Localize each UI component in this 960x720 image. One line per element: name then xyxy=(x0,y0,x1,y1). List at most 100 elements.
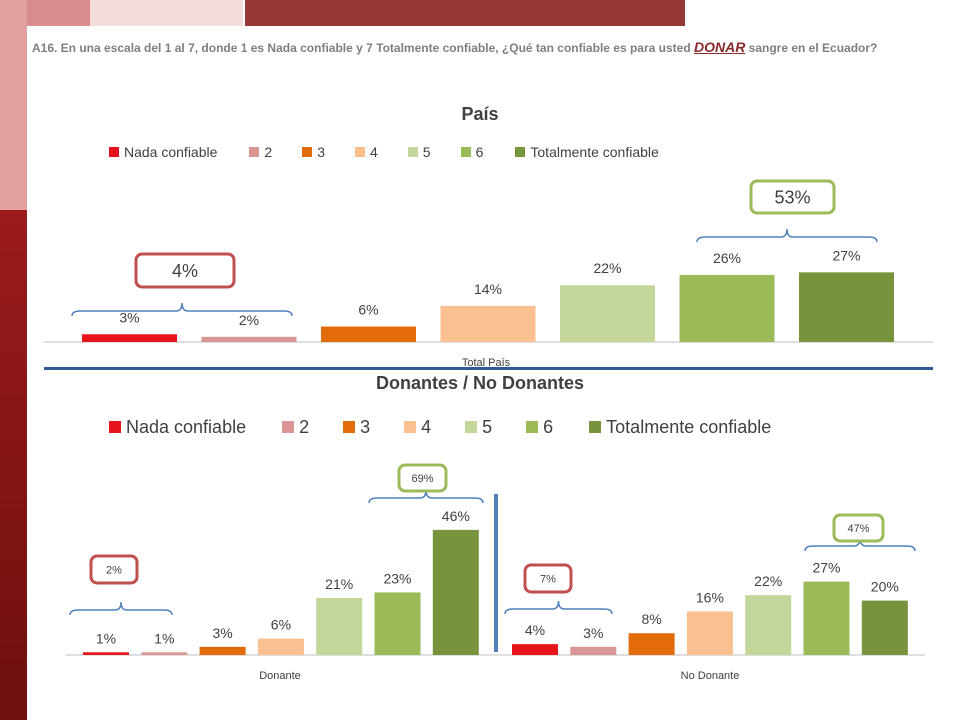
legend-swatch xyxy=(526,421,539,433)
callout-nodonante-low-text: 7% xyxy=(540,573,556,585)
bar-5 xyxy=(560,285,655,342)
data-label: 3% xyxy=(583,625,603,641)
legend-swatch xyxy=(460,147,471,157)
category-label-no-donante: No Donante xyxy=(681,670,740,682)
legend-swatch xyxy=(302,147,313,157)
callout-brace-donante-high xyxy=(368,489,484,504)
question-suffix: sangre en el Ecuador? xyxy=(745,41,878,55)
legend-swatch xyxy=(109,421,121,433)
bar-donante-3 xyxy=(199,646,246,655)
bar-no-donante-nada-confiable xyxy=(512,644,558,655)
bar-no-donante-6 xyxy=(803,581,850,655)
legend-item-3: 3 xyxy=(302,144,325,160)
data-label: 21% xyxy=(325,576,353,592)
data-label: 27% xyxy=(832,247,860,263)
legend-label: 5 xyxy=(422,144,431,160)
data-label: 22% xyxy=(754,573,782,589)
legend-item-2: 2 xyxy=(249,144,272,160)
data-label: 4% xyxy=(525,622,545,638)
legend-label: Totalmente confiable xyxy=(530,144,659,160)
legend-swatch xyxy=(109,147,119,157)
data-label: 26% xyxy=(713,250,741,266)
callout-high-text: 53% xyxy=(774,187,810,207)
data-label: 23% xyxy=(383,570,411,586)
data-label: 6% xyxy=(271,617,291,633)
bar-totalmente-confiable xyxy=(799,272,894,342)
data-label: 1% xyxy=(154,630,174,646)
bar-donante-4 xyxy=(257,638,304,655)
legend-swatch xyxy=(282,421,295,433)
callout-high-box xyxy=(749,179,836,215)
callout-donante-high-text: 69% xyxy=(411,473,433,485)
category-label-total-pais: Total País xyxy=(462,357,511,369)
top-band-segment-2 xyxy=(90,0,243,26)
callout-nodonante-high-box xyxy=(832,513,885,543)
question-prefix: A16. En una escala del 1 al 7, donde 1 e… xyxy=(32,41,694,55)
legend-label: 3 xyxy=(317,144,325,160)
callout-brace-high xyxy=(696,228,878,243)
callout-low-box xyxy=(134,252,236,289)
chart-title-donantes: Donantes / No Donantes xyxy=(375,373,585,393)
section-separator xyxy=(44,367,933,370)
data-label: 6% xyxy=(358,302,378,318)
legend-label: Nada confiable xyxy=(126,416,247,437)
data-label: 27% xyxy=(812,560,840,576)
legend-label: 2 xyxy=(264,144,273,160)
legend-label: 5 xyxy=(482,416,493,437)
callout-brace-low xyxy=(71,302,293,317)
data-label: 46% xyxy=(442,508,470,524)
chart-title-pais: País xyxy=(461,104,499,124)
chart-pais: 3% 2% 6% 14% 22% 26% 27% Total País 4% 53% xyxy=(44,179,933,369)
callout-donante-high-box xyxy=(397,463,448,493)
question-emphasis: DONAR xyxy=(693,39,746,55)
bar-donante-totalmente-confiable xyxy=(432,529,479,655)
bar-no-donante-2 xyxy=(570,646,617,655)
top-band-segment-1 xyxy=(27,0,90,26)
bar-4 xyxy=(440,305,536,342)
bar-nada-confiable xyxy=(82,334,177,342)
legend-label: Totalmente confiable xyxy=(606,416,772,437)
legend-label: 3 xyxy=(360,416,371,437)
callout-brace-nodonante-high xyxy=(804,537,916,552)
legend-swatch xyxy=(249,147,260,157)
legend-label: Nada confiable xyxy=(124,144,218,160)
category-label-donante: Donante xyxy=(259,670,301,682)
legend-item-5: 5 xyxy=(407,144,431,160)
legend-swatch xyxy=(515,147,526,157)
data-label: 22% xyxy=(593,260,621,276)
legend-swatch xyxy=(355,147,365,157)
legend-swatch xyxy=(465,421,478,433)
legend-label: 6 xyxy=(475,144,484,160)
bar-6 xyxy=(679,274,775,342)
callout-donante-low-text: 2% xyxy=(106,564,122,576)
legend-item-totalmente-confiable: Totalmente confiable xyxy=(589,417,771,438)
bar-donante-6 xyxy=(374,592,421,655)
data-label: 16% xyxy=(696,589,724,605)
callout-nodonante-high-text: 47% xyxy=(847,523,869,535)
bar-2 xyxy=(201,336,297,342)
data-label: 3% xyxy=(119,309,139,325)
bar-no-donante-4 xyxy=(686,611,733,655)
callout-nodonante-low-box xyxy=(523,563,573,594)
legend-item-2: 2 xyxy=(282,417,309,438)
callout-brace-donante-low xyxy=(69,601,173,616)
legend-label: 2 xyxy=(299,416,310,437)
legend-item-6: 6 xyxy=(460,144,484,160)
data-label: 2% xyxy=(239,312,259,328)
bar-3 xyxy=(321,326,416,342)
legend-item-totalmente-confiable: Totalmente confiable xyxy=(515,144,659,160)
legend-item-4: 4 xyxy=(404,417,431,438)
legend-label: 4 xyxy=(370,144,378,160)
legend-swatch xyxy=(404,421,417,433)
bar-donante-2 xyxy=(141,652,188,655)
legend-item-nada-confiable: Nada confiable xyxy=(109,417,246,438)
legend-swatch xyxy=(407,147,418,157)
legend-swatch xyxy=(343,421,356,433)
callout-donante-low-box xyxy=(89,554,139,585)
legend-item-3: 3 xyxy=(343,417,370,438)
callout-low-text: 4% xyxy=(172,261,198,281)
left-decorative-band xyxy=(0,0,27,720)
data-label: 1% xyxy=(96,630,116,646)
legend-donantes: Nada confiable 2 3 4 5 6 Totalmente confiable xyxy=(109,416,771,438)
legend-item-4: 4 xyxy=(355,144,378,160)
